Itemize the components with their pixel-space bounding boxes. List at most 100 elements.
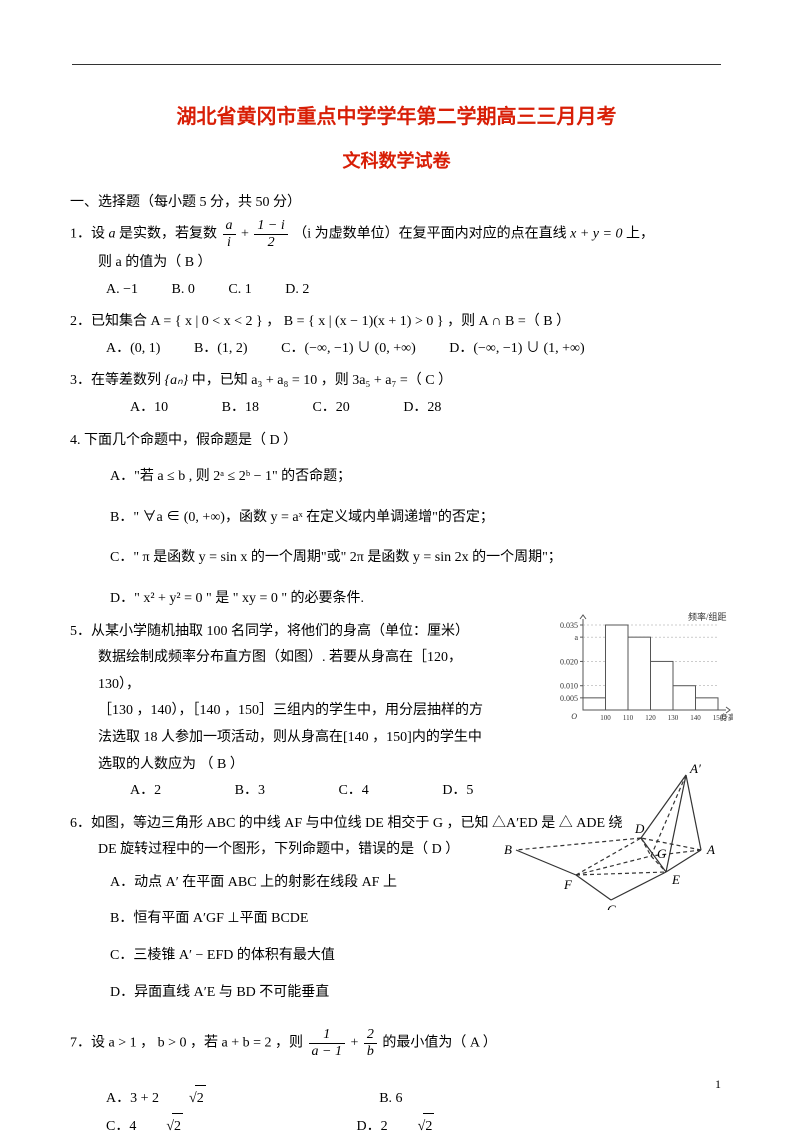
q1-options: A. −1 B. 0 C. 1 D. 2 bbox=[70, 277, 723, 304]
geometry-figure: A′ABCDEFG bbox=[501, 760, 721, 910]
svg-text:E: E bbox=[671, 872, 680, 887]
q3-opt-b: B．18 bbox=[222, 395, 259, 422]
svg-text:0.035: 0.035 bbox=[560, 621, 578, 630]
q6-opt-a: A．动点 A′ 在平面 ABC 上的射影在线段 AF 上 bbox=[70, 870, 540, 897]
q7-opt-b: B. 6 bbox=[379, 1086, 402, 1113]
svg-text:0.010: 0.010 bbox=[560, 682, 578, 691]
svg-text:频率/组距: 频率/组距 bbox=[688, 611, 727, 622]
q7-frac2: 2b bbox=[364, 1028, 377, 1059]
q1-frac2-d: 2 bbox=[254, 235, 287, 250]
q1-eq: x + y = 0 bbox=[570, 227, 622, 242]
q5-l4: 法选取 18 人参加一项活动，则从身高在[140 ，150]内的学生中 bbox=[70, 725, 490, 752]
q4-opt-b: B．" ∀a ∈ (0, +∞)，函数 y = aˣ 在定义域内单调递增"的否定… bbox=[70, 505, 723, 532]
q7-plus: + bbox=[350, 1036, 361, 1051]
question-7: 7．设 a > 1 ， b > 0 ，若 a + b = 2 ，则 1a − 1… bbox=[70, 1028, 723, 1140]
svg-text:身高: 身高 bbox=[720, 712, 733, 722]
q4-opt-a: A．"若 a ≤ b , 则 2ᵃ ≤ 2ᵇ − 1" 的否命题； bbox=[70, 464, 723, 491]
q6-opt-b: B．恒有平面 A′GF ⊥平面 BCDE bbox=[70, 906, 540, 933]
q1-frac1-d: i bbox=[223, 235, 236, 250]
q1-frac1: ai bbox=[223, 219, 236, 250]
q2-opt-b: B．(1, 2) bbox=[194, 336, 248, 363]
sqrt-icon: √2 bbox=[166, 1113, 213, 1140]
q5-opt-c: C．4 bbox=[338, 778, 368, 805]
q1-text-pre: 1．设 bbox=[70, 227, 109, 242]
q5-l2: 数据绘制成频率分布直方图（如图）. 若要从身高在［120，130）， bbox=[70, 645, 490, 698]
q3-opt-a: A．10 bbox=[130, 395, 168, 422]
q3-seq: {aₙ} bbox=[165, 373, 189, 388]
q3-pre: 3．在等差数列 bbox=[70, 373, 165, 388]
q4-line1: 4. 下面几个命题中，假命题是（ D ） bbox=[70, 428, 723, 455]
q7-opt-d: D．2 √2 bbox=[357, 1113, 495, 1140]
svg-text:0.020: 0.020 bbox=[560, 657, 578, 666]
svg-text:D: D bbox=[634, 821, 645, 836]
section-heading: 一、选择题（每小题 5 分，共 50 分） bbox=[70, 191, 723, 211]
q5-body: 5．从某小学随机抽取 100 名同学，将他们的身高（单位：厘米） 数据绘制成频率… bbox=[70, 619, 490, 779]
title-main: 湖北省黄冈市重点中学学年第二学期高三三月月考 bbox=[70, 100, 723, 129]
q7-f1n: 1 bbox=[309, 1028, 345, 1044]
question-1: 1．设 a 是实数，若复数 ai + 1 − i2 （i 为虚数单位）在复平面内… bbox=[70, 219, 723, 303]
q7-frac1: 1a − 1 bbox=[309, 1028, 345, 1059]
q7-f1d: a − 1 bbox=[309, 1044, 345, 1059]
svg-text:A′: A′ bbox=[689, 761, 701, 776]
svg-text:B: B bbox=[504, 842, 512, 857]
q7-opt-a: A．3 + 2 √2 bbox=[106, 1085, 266, 1113]
q1-opt-b: B. 0 bbox=[172, 277, 195, 304]
svg-text:C: C bbox=[607, 902, 616, 910]
q3-opt-c: C．20 bbox=[312, 395, 349, 422]
q5-l3: ［130 ，140），［140 ，150］三组内的学生中，用分层抽样的方 bbox=[70, 698, 490, 725]
q1-frac2: 1 − i2 bbox=[254, 219, 287, 250]
top-rule bbox=[72, 64, 721, 65]
q1-frac2-n: 1 − i bbox=[254, 219, 287, 235]
q7-od-pre: D．2 bbox=[357, 1114, 388, 1140]
q3-opt-d: D．28 bbox=[403, 395, 441, 422]
q7-opt-c: C．4√2 bbox=[106, 1113, 243, 1140]
svg-text:0.005: 0.005 bbox=[560, 694, 578, 703]
q5-opt-b: B．3 bbox=[235, 778, 265, 805]
q1-text-mid1: 是实数，若复数 bbox=[116, 227, 221, 242]
q4-opt-c: C．" π 是函数 y = sin x 的一个周期"或" 2π 是函数 y = … bbox=[70, 545, 723, 572]
q5-opt-a: A．2 bbox=[130, 778, 161, 805]
question-2: 2．已知集合 A = { x | 0 < x < 2 } ， B = { x |… bbox=[70, 309, 723, 362]
q7-pre: 7．设 a > 1 ， b > 0 ，若 a + b = 2 ，则 bbox=[70, 1036, 307, 1051]
q1-var-a: a bbox=[109, 227, 116, 242]
svg-text:a: a bbox=[574, 633, 578, 642]
q7-post: 的最小值为（ A ） bbox=[382, 1036, 496, 1051]
q1-text-end: 上， bbox=[622, 227, 654, 242]
q6-l2: DE 旋转过程中的一个图形，下列命题中，错误的是（ D ） bbox=[70, 837, 528, 864]
page: 湖北省黄冈市重点中学学年第二学期高三三月月考 文科数学试卷 一、选择题（每小题 … bbox=[0, 0, 793, 1122]
q4-opt-d: D．" x² + y² = 0 " 是 " xy = 0 " 的必要条件. bbox=[70, 586, 723, 613]
q3-mid: 中，已知 a₃ + a₈ = 10 ，则 3a₅ + a₇ =（ C ） bbox=[188, 373, 452, 388]
sqrt-icon: √2 bbox=[418, 1113, 465, 1140]
q5-l1: 5．从某小学随机抽取 100 名同学，将他们的身高（单位：厘米） bbox=[70, 619, 490, 646]
q7-oa-pre: A．3 + 2 bbox=[106, 1086, 159, 1113]
q2-options: A．(0, 1) B．(1, 2) C．(−∞, −1) ∪ (0, +∞) D… bbox=[70, 336, 723, 363]
svg-text:F: F bbox=[563, 877, 573, 892]
histogram-figure: 0.035a0.0200.0100.005100110120130140150O… bbox=[543, 610, 733, 725]
q7-oc-rt: 2 bbox=[172, 1113, 183, 1140]
q7-od-rt: 2 bbox=[423, 1113, 434, 1140]
sqrt-icon: √2 bbox=[189, 1085, 236, 1113]
q5-l5: 选取的人数应为 （ B ） bbox=[70, 752, 490, 779]
question-4: 4. 下面几个命题中，假命题是（ D ） A．"若 a ≤ b , 则 2ᵃ ≤… bbox=[70, 428, 723, 613]
q1-plus: + bbox=[241, 227, 252, 242]
q7-f2d: b bbox=[364, 1044, 377, 1059]
title-sub: 文科数学试卷 bbox=[70, 147, 723, 173]
q1-line2: 则 a 的值为（ B ） bbox=[70, 250, 723, 277]
q7-f2n: 2 bbox=[364, 1028, 377, 1044]
q7-oa-rt: 2 bbox=[195, 1085, 206, 1113]
q5-opt-d: D．5 bbox=[442, 778, 473, 805]
q6-opt-c: C．三棱锥 A′ − EFD 的体积有最大值 bbox=[70, 943, 540, 970]
q3-options: A．10 B．18 C．20 D．28 bbox=[70, 395, 723, 422]
q2-opt-a: A．(0, 1) bbox=[106, 336, 160, 363]
svg-text:120: 120 bbox=[645, 714, 656, 722]
q1-text-mid2: （i 为虚数单位）在复平面内对应的点在直线 bbox=[293, 227, 570, 242]
q1-opt-c: C. 1 bbox=[228, 277, 251, 304]
svg-text:130: 130 bbox=[668, 714, 679, 722]
svg-text:O: O bbox=[571, 712, 577, 721]
svg-text:G: G bbox=[657, 846, 667, 861]
svg-text:140: 140 bbox=[690, 714, 701, 722]
q6-opt-d: D．异面直线 A′E 与 BD 不可能垂直 bbox=[70, 980, 540, 1007]
q2-opt-d: D．(−∞, −1) ∪ (1, +∞) bbox=[449, 336, 584, 363]
svg-text:110: 110 bbox=[623, 714, 634, 722]
question-3: 3．在等差数列 {aₙ} 中，已知 a₃ + a₈ = 10 ，则 3a₅ + … bbox=[70, 368, 723, 421]
